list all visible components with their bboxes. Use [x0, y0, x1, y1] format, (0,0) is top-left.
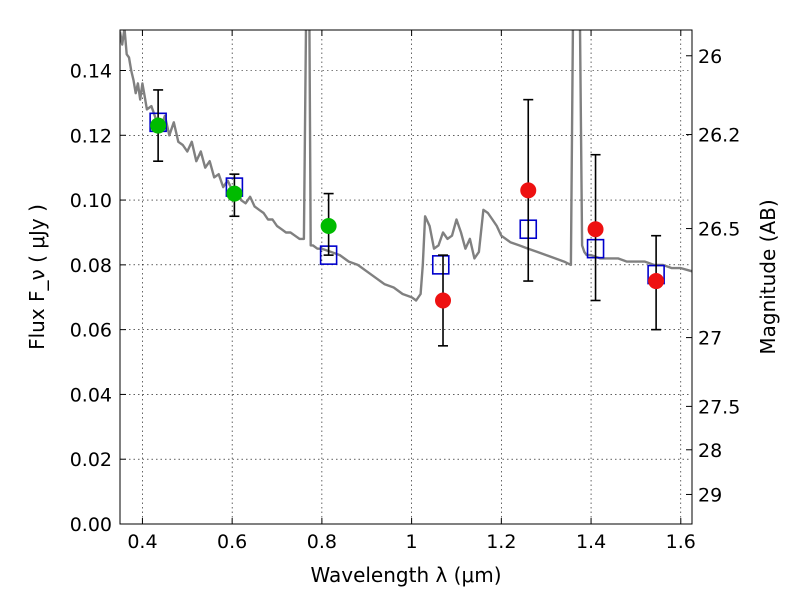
ticks — [120, 30, 692, 525]
green-data-point — [150, 117, 167, 134]
y2-tick-label: 27.5 — [698, 396, 740, 418]
y2-tick-label: 26 — [698, 46, 722, 68]
x-tick-label: 1.6 — [666, 531, 696, 553]
x-tick-label: 0.8 — [307, 531, 337, 553]
green-data-point — [226, 185, 243, 202]
x-tick-label: 1 — [406, 531, 418, 553]
y-tick-label: 0.02 — [70, 449, 112, 471]
x-tick-label: 1.4 — [576, 531, 606, 553]
y-tick-label: 0.10 — [70, 190, 112, 212]
y-tick-label: 0.04 — [70, 384, 112, 406]
y-tick-label: 0.14 — [70, 60, 112, 82]
red-data-point — [435, 292, 452, 309]
model-spectrum-line — [120, 30, 692, 302]
y2-tick-label: 27 — [698, 328, 722, 350]
y-tick-label: 0.06 — [70, 320, 112, 342]
y2-tick-label: 29 — [698, 484, 722, 506]
x-axis-label: Wavelength λ (μm) — [310, 563, 501, 587]
y-tick-label: 0.08 — [70, 255, 112, 277]
y-tick-label: 0.12 — [70, 125, 112, 147]
y-axis-label: Flux F_ν ( μJy ) — [25, 204, 49, 350]
x-tick-label: 0.4 — [127, 531, 157, 553]
tick-labels: 0.4 0.6 0.8 1 1.2 1.4 1.6 0.00 0.02 0.04 0.06 0.08 0… — [70, 46, 741, 553]
x-tick-label: 1.2 — [486, 531, 516, 553]
y2-tick-label: 26.5 — [698, 219, 740, 241]
red-data-point — [520, 182, 537, 199]
plot-background — [120, 30, 692, 524]
y2-tick-label: 28 — [698, 440, 722, 462]
y2-axis-label: Magnitude (AB) — [756, 199, 780, 354]
red-data-point — [587, 221, 604, 238]
y2-tick-label: 26.2 — [698, 125, 740, 147]
green-data-point — [320, 217, 337, 234]
plot-frame — [119, 29, 693, 525]
x-tick-label: 0.6 — [217, 531, 247, 553]
red-data-point — [648, 273, 665, 290]
plot-area — [120, 30, 692, 347]
y-tick-label: 0.00 — [70, 514, 112, 536]
